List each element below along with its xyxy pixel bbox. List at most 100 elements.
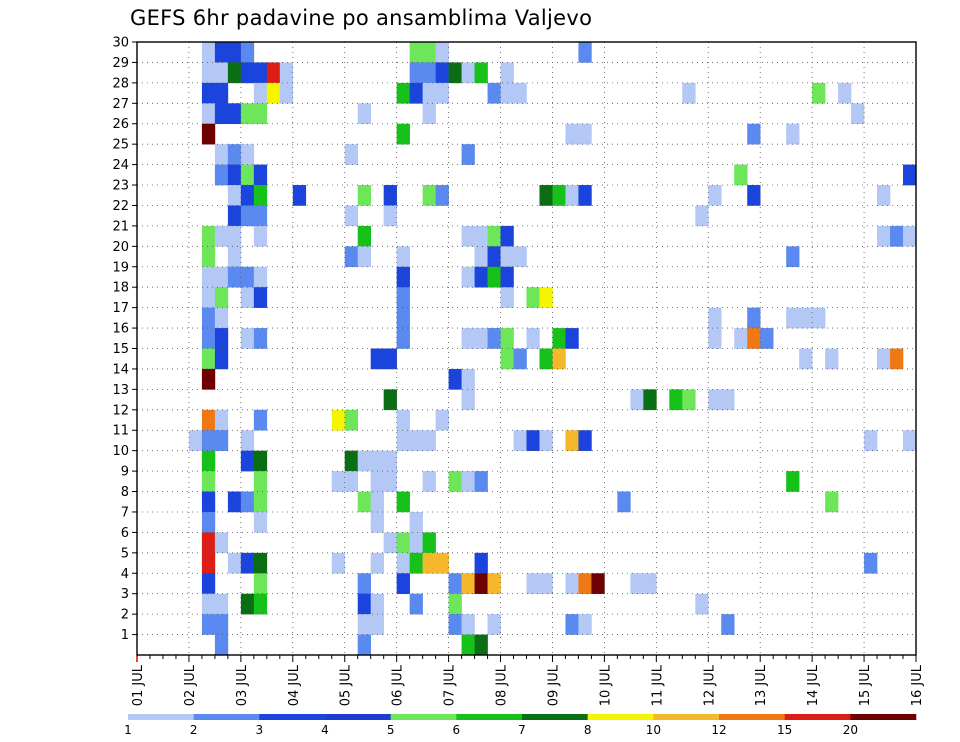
heatmap-cell xyxy=(344,144,359,165)
x-tick-label: 08 JUL xyxy=(495,664,510,706)
heatmap-cell xyxy=(201,246,216,268)
heatmap-cell xyxy=(422,532,436,554)
heatmap-cell xyxy=(721,389,735,411)
heatmap-cell xyxy=(747,185,761,206)
heatmap-cell xyxy=(461,634,475,656)
heatmap-cell xyxy=(201,471,216,492)
heatmap-cell xyxy=(201,532,216,554)
heatmap-cell xyxy=(487,328,501,349)
heatmap-cell xyxy=(201,511,216,533)
heatmap-cell xyxy=(214,82,229,104)
heatmap-cell xyxy=(422,185,436,206)
x-tick-label: 15 JUL xyxy=(858,664,873,706)
heatmap-cell xyxy=(396,430,410,451)
heatmap-cell xyxy=(578,42,592,63)
legend-label: 6 xyxy=(453,723,461,737)
heatmap-cell xyxy=(539,430,553,451)
heatmap-cell xyxy=(214,266,229,288)
heatmap-cell xyxy=(383,389,397,411)
heatmap-cell xyxy=(396,573,410,594)
heatmap-cell xyxy=(370,471,384,492)
heatmap-cell xyxy=(253,82,268,104)
heatmap-cell xyxy=(708,185,722,206)
heatmap-cell xyxy=(383,348,397,370)
heatmap-cell xyxy=(474,328,488,349)
y-tick-label: 12 xyxy=(112,403,129,418)
heatmap-cell xyxy=(253,511,268,533)
heatmap-cell xyxy=(422,552,436,574)
heatmap-cell xyxy=(227,225,242,247)
heatmap-cell xyxy=(240,205,255,227)
heatmap-cell xyxy=(578,614,592,635)
heatmap-cell xyxy=(513,430,527,451)
heatmap-cell xyxy=(227,205,242,227)
heatmap-cell xyxy=(292,185,307,206)
heatmap-cell xyxy=(578,185,592,206)
heatmap-cell xyxy=(201,266,216,288)
heatmap-cell xyxy=(240,62,255,84)
heatmap-cell xyxy=(539,573,553,594)
heatmap-cell xyxy=(383,450,397,472)
heatmap-cell xyxy=(240,42,255,63)
heatmap-cell xyxy=(240,552,255,574)
heatmap-cell xyxy=(409,593,423,615)
heatmap-cell xyxy=(201,328,216,349)
heatmap-cell xyxy=(786,471,800,492)
y-tick-label: 21 xyxy=(112,219,129,234)
heatmap-cell xyxy=(500,348,514,370)
heatmap-cell xyxy=(370,450,384,472)
y-tick-label: 13 xyxy=(112,383,129,398)
heatmap-cell xyxy=(565,430,579,451)
heatmap-cell xyxy=(253,103,268,125)
heatmap-cell xyxy=(201,103,216,125)
heatmap-cell xyxy=(253,266,268,288)
y-tick-label: 22 xyxy=(112,199,129,214)
heatmap-cell xyxy=(227,62,242,84)
heatmap-cell xyxy=(734,328,748,349)
heatmap-cell xyxy=(253,328,268,349)
heatmap-cell xyxy=(500,266,514,288)
y-tick-label: 10 xyxy=(112,444,129,459)
heatmap-cell xyxy=(474,225,488,247)
heatmap-cell xyxy=(227,552,242,574)
heatmap-cell xyxy=(357,450,371,472)
heatmap-cell xyxy=(747,123,761,145)
heatmap-cell xyxy=(214,593,229,615)
x-tick-label: 10 JUL xyxy=(598,664,613,706)
heatmap-cell xyxy=(877,185,891,206)
x-tick-label: 11 JUL xyxy=(650,664,665,706)
heatmap-cell xyxy=(500,328,514,349)
heatmap-cell xyxy=(565,123,579,145)
heatmap-cell xyxy=(474,634,488,656)
heatmap-cell xyxy=(357,491,371,513)
legend-label: 4 xyxy=(321,723,329,737)
heatmap-cell xyxy=(903,225,917,247)
heatmap-cell xyxy=(240,491,255,513)
grid-layer xyxy=(137,41,916,655)
heatmap-cell xyxy=(734,164,748,186)
heatmap-cell xyxy=(578,123,592,145)
legend-swatch xyxy=(522,714,588,720)
heatmap-cell xyxy=(799,348,813,370)
cells-layer xyxy=(188,42,917,656)
heatmap-cell xyxy=(253,573,268,594)
x-tick-label: 07 JUL xyxy=(443,664,458,706)
heatmap-cell xyxy=(630,573,644,594)
axis-layer: 1234567891011121314151617181920212223242… xyxy=(112,36,925,707)
heatmap-cell xyxy=(201,123,216,145)
heatmap-cell xyxy=(409,511,423,533)
heatmap-cell xyxy=(201,450,216,472)
heatmap-cell xyxy=(864,430,878,451)
heatmap-cell xyxy=(383,471,397,492)
heatmap-cell xyxy=(513,246,527,268)
legend-label: 20 xyxy=(843,723,858,737)
heatmap-cell xyxy=(578,573,592,594)
heatmap-cell xyxy=(461,471,475,492)
heatmap-cell xyxy=(409,82,423,104)
heatmap-cell xyxy=(474,573,488,594)
heatmap-cell xyxy=(253,409,268,431)
legend-label: 2 xyxy=(190,723,198,737)
heatmap-cell xyxy=(214,430,229,451)
heatmap-cell xyxy=(201,491,216,513)
heatmap-cell xyxy=(890,348,904,370)
